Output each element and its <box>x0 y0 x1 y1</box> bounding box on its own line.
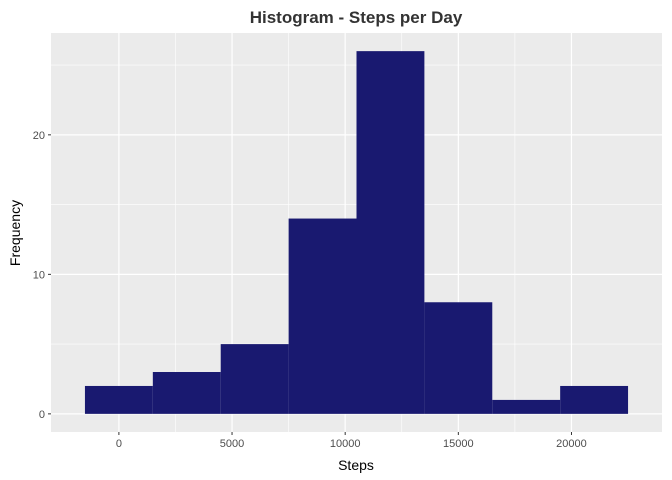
x-axis-ticks: 0 5000 10000 15000 20000 <box>116 432 587 450</box>
x-tick-label: 10000 <box>330 438 361 450</box>
histogram-bar <box>152 372 221 414</box>
x-axis-title: Steps <box>338 457 374 473</box>
x-tick-label: 0 <box>116 438 122 450</box>
x-tick-label: 5000 <box>220 438 244 450</box>
x-tick-label: 20000 <box>556 438 587 450</box>
histogram-bar <box>424 302 493 414</box>
y-tick-label: 20 <box>33 130 45 142</box>
histogram-bar <box>492 399 561 414</box>
y-axis-ticks: 0 10 20 <box>33 130 51 421</box>
y-axis-title: Frequency <box>7 200 23 266</box>
histogram-bar <box>84 385 153 414</box>
chart-title: Histogram - Steps per Day <box>250 8 463 27</box>
histogram-bars <box>84 51 629 414</box>
histogram-bar <box>560 385 629 414</box>
y-tick-label: 0 <box>39 409 45 421</box>
histogram-bar <box>288 218 357 414</box>
histogram-bar <box>356 51 425 414</box>
x-tick-label: 15000 <box>443 438 474 450</box>
y-tick-label: 10 <box>33 269 45 281</box>
histogram-bar <box>220 344 289 414</box>
